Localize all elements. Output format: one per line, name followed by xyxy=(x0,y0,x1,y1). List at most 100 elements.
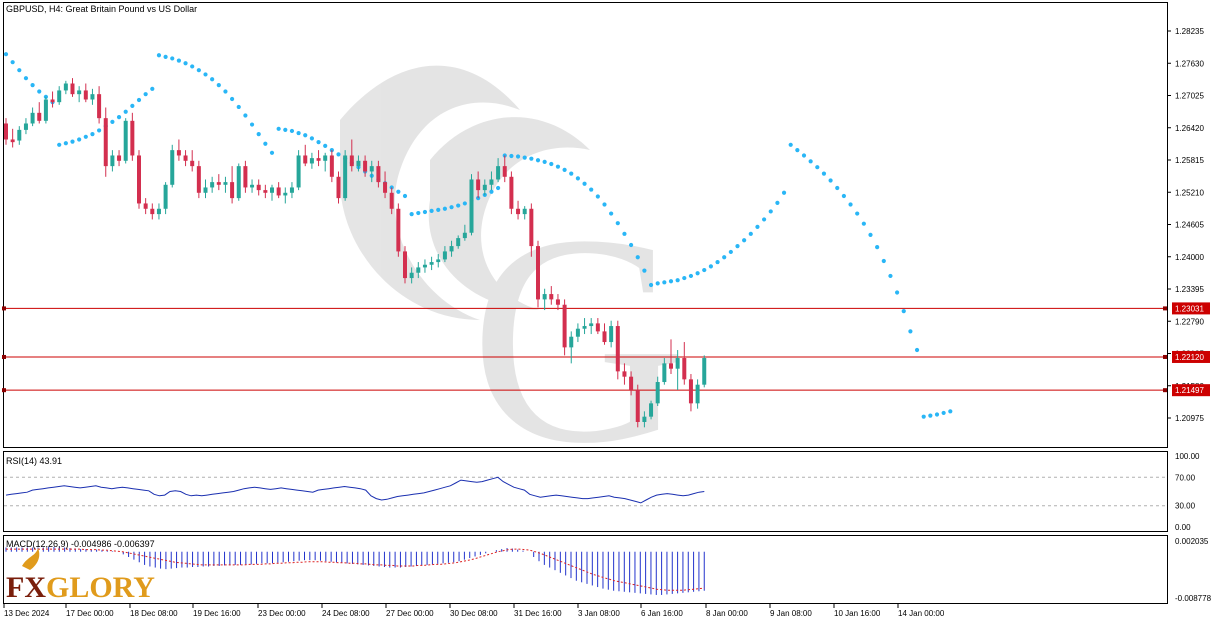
sar-dot xyxy=(17,68,22,73)
sar-dot xyxy=(768,209,773,214)
rsi-guides xyxy=(4,476,1167,507)
sar-dot xyxy=(855,211,860,216)
candle xyxy=(569,331,574,364)
candle-body xyxy=(63,83,68,91)
candle-body xyxy=(569,336,574,348)
time-tick-label: 30 Dec 08:00 xyxy=(450,609,498,618)
time-tick-label: 19 Dec 16:00 xyxy=(193,609,241,618)
sar-dot xyxy=(143,92,148,97)
sar-dot xyxy=(223,89,228,94)
macd-panel-frame xyxy=(3,535,1168,604)
sar-dot xyxy=(170,56,175,61)
sar-dot xyxy=(914,347,920,353)
candle-body xyxy=(276,187,281,196)
candle-body xyxy=(296,155,301,188)
candle xyxy=(482,179,487,196)
sar-dot xyxy=(176,58,181,63)
candle xyxy=(575,323,580,343)
candle-body xyxy=(176,150,181,156)
candle-body xyxy=(462,232,467,239)
candle xyxy=(303,144,308,167)
level-marker-right xyxy=(1163,388,1167,393)
sar-dot xyxy=(243,113,248,118)
candle-body xyxy=(516,208,521,215)
sar-dot xyxy=(196,68,201,73)
candle-body xyxy=(123,120,128,161)
sar-dot xyxy=(63,141,68,146)
candle-body xyxy=(196,166,201,193)
rsi-line xyxy=(5,476,705,504)
candle-body xyxy=(383,182,388,193)
sar-dot xyxy=(795,148,800,153)
candle xyxy=(675,350,680,391)
sar-dot xyxy=(901,309,906,314)
sar-dot xyxy=(582,181,587,186)
price-tick-label: 1.25815 xyxy=(1175,156,1204,165)
candle xyxy=(150,203,155,220)
logo-fx: FX xyxy=(6,571,46,604)
candle xyxy=(509,171,514,215)
candle-body xyxy=(575,328,580,337)
candle xyxy=(70,78,75,97)
sar-dot xyxy=(263,141,268,146)
candle-body xyxy=(137,155,141,204)
candle-body xyxy=(615,326,620,372)
time-tick-label: 31 Dec 16:00 xyxy=(514,609,562,618)
candle-body xyxy=(695,384,700,404)
sar-dot xyxy=(190,64,195,69)
macd-axis: 0.002035 -0.008778 xyxy=(1175,537,1212,603)
level-marker-right xyxy=(1163,306,1167,311)
candle xyxy=(496,158,501,183)
candle-body xyxy=(496,166,501,180)
candle xyxy=(316,150,321,167)
candle xyxy=(230,166,235,204)
candle xyxy=(343,150,348,201)
logo-glory: GLORY xyxy=(46,571,155,604)
sar-dot xyxy=(130,103,135,108)
macd-tick-label: 0.002035 xyxy=(1175,537,1209,546)
level-badge xyxy=(1172,302,1210,315)
sar-dot xyxy=(409,212,414,217)
sar-dot xyxy=(675,278,680,283)
sar-dot xyxy=(529,156,534,161)
candle-body xyxy=(216,182,221,185)
sar-dot xyxy=(775,200,780,206)
sar-dot xyxy=(70,139,75,144)
sar-dot xyxy=(230,96,235,102)
sar-dot xyxy=(449,205,454,210)
candle xyxy=(429,256,434,271)
candle-body xyxy=(17,129,22,141)
candle xyxy=(336,171,341,204)
sar-dot xyxy=(781,190,787,195)
candle-body xyxy=(250,184,255,188)
sar-dot xyxy=(668,279,674,284)
candle-body xyxy=(682,358,687,380)
sar-dot xyxy=(835,185,840,191)
candle xyxy=(416,262,421,279)
candle xyxy=(516,200,521,220)
sar-dot xyxy=(748,231,753,236)
sar-dot xyxy=(682,275,687,281)
level-marker-left xyxy=(2,354,6,359)
level-marker-right xyxy=(1163,354,1167,359)
watermark-logo-icon: G xyxy=(340,65,687,505)
candle xyxy=(622,363,627,385)
candle xyxy=(236,163,241,201)
candle-body xyxy=(103,118,108,167)
candle xyxy=(409,267,414,284)
candle-body xyxy=(589,323,594,327)
sar-dot xyxy=(123,109,128,114)
candle xyxy=(502,155,507,183)
candle xyxy=(263,184,268,199)
sar-dot xyxy=(456,203,461,208)
candle xyxy=(629,371,634,396)
sar-dot xyxy=(535,158,541,163)
candle-body xyxy=(323,155,328,161)
sar-dot xyxy=(569,171,574,176)
candle-body xyxy=(210,182,215,188)
parabolic-sar xyxy=(3,52,953,419)
candle xyxy=(449,240,454,257)
candle xyxy=(323,152,328,172)
candle-body xyxy=(542,294,547,300)
candle-body xyxy=(4,123,8,140)
